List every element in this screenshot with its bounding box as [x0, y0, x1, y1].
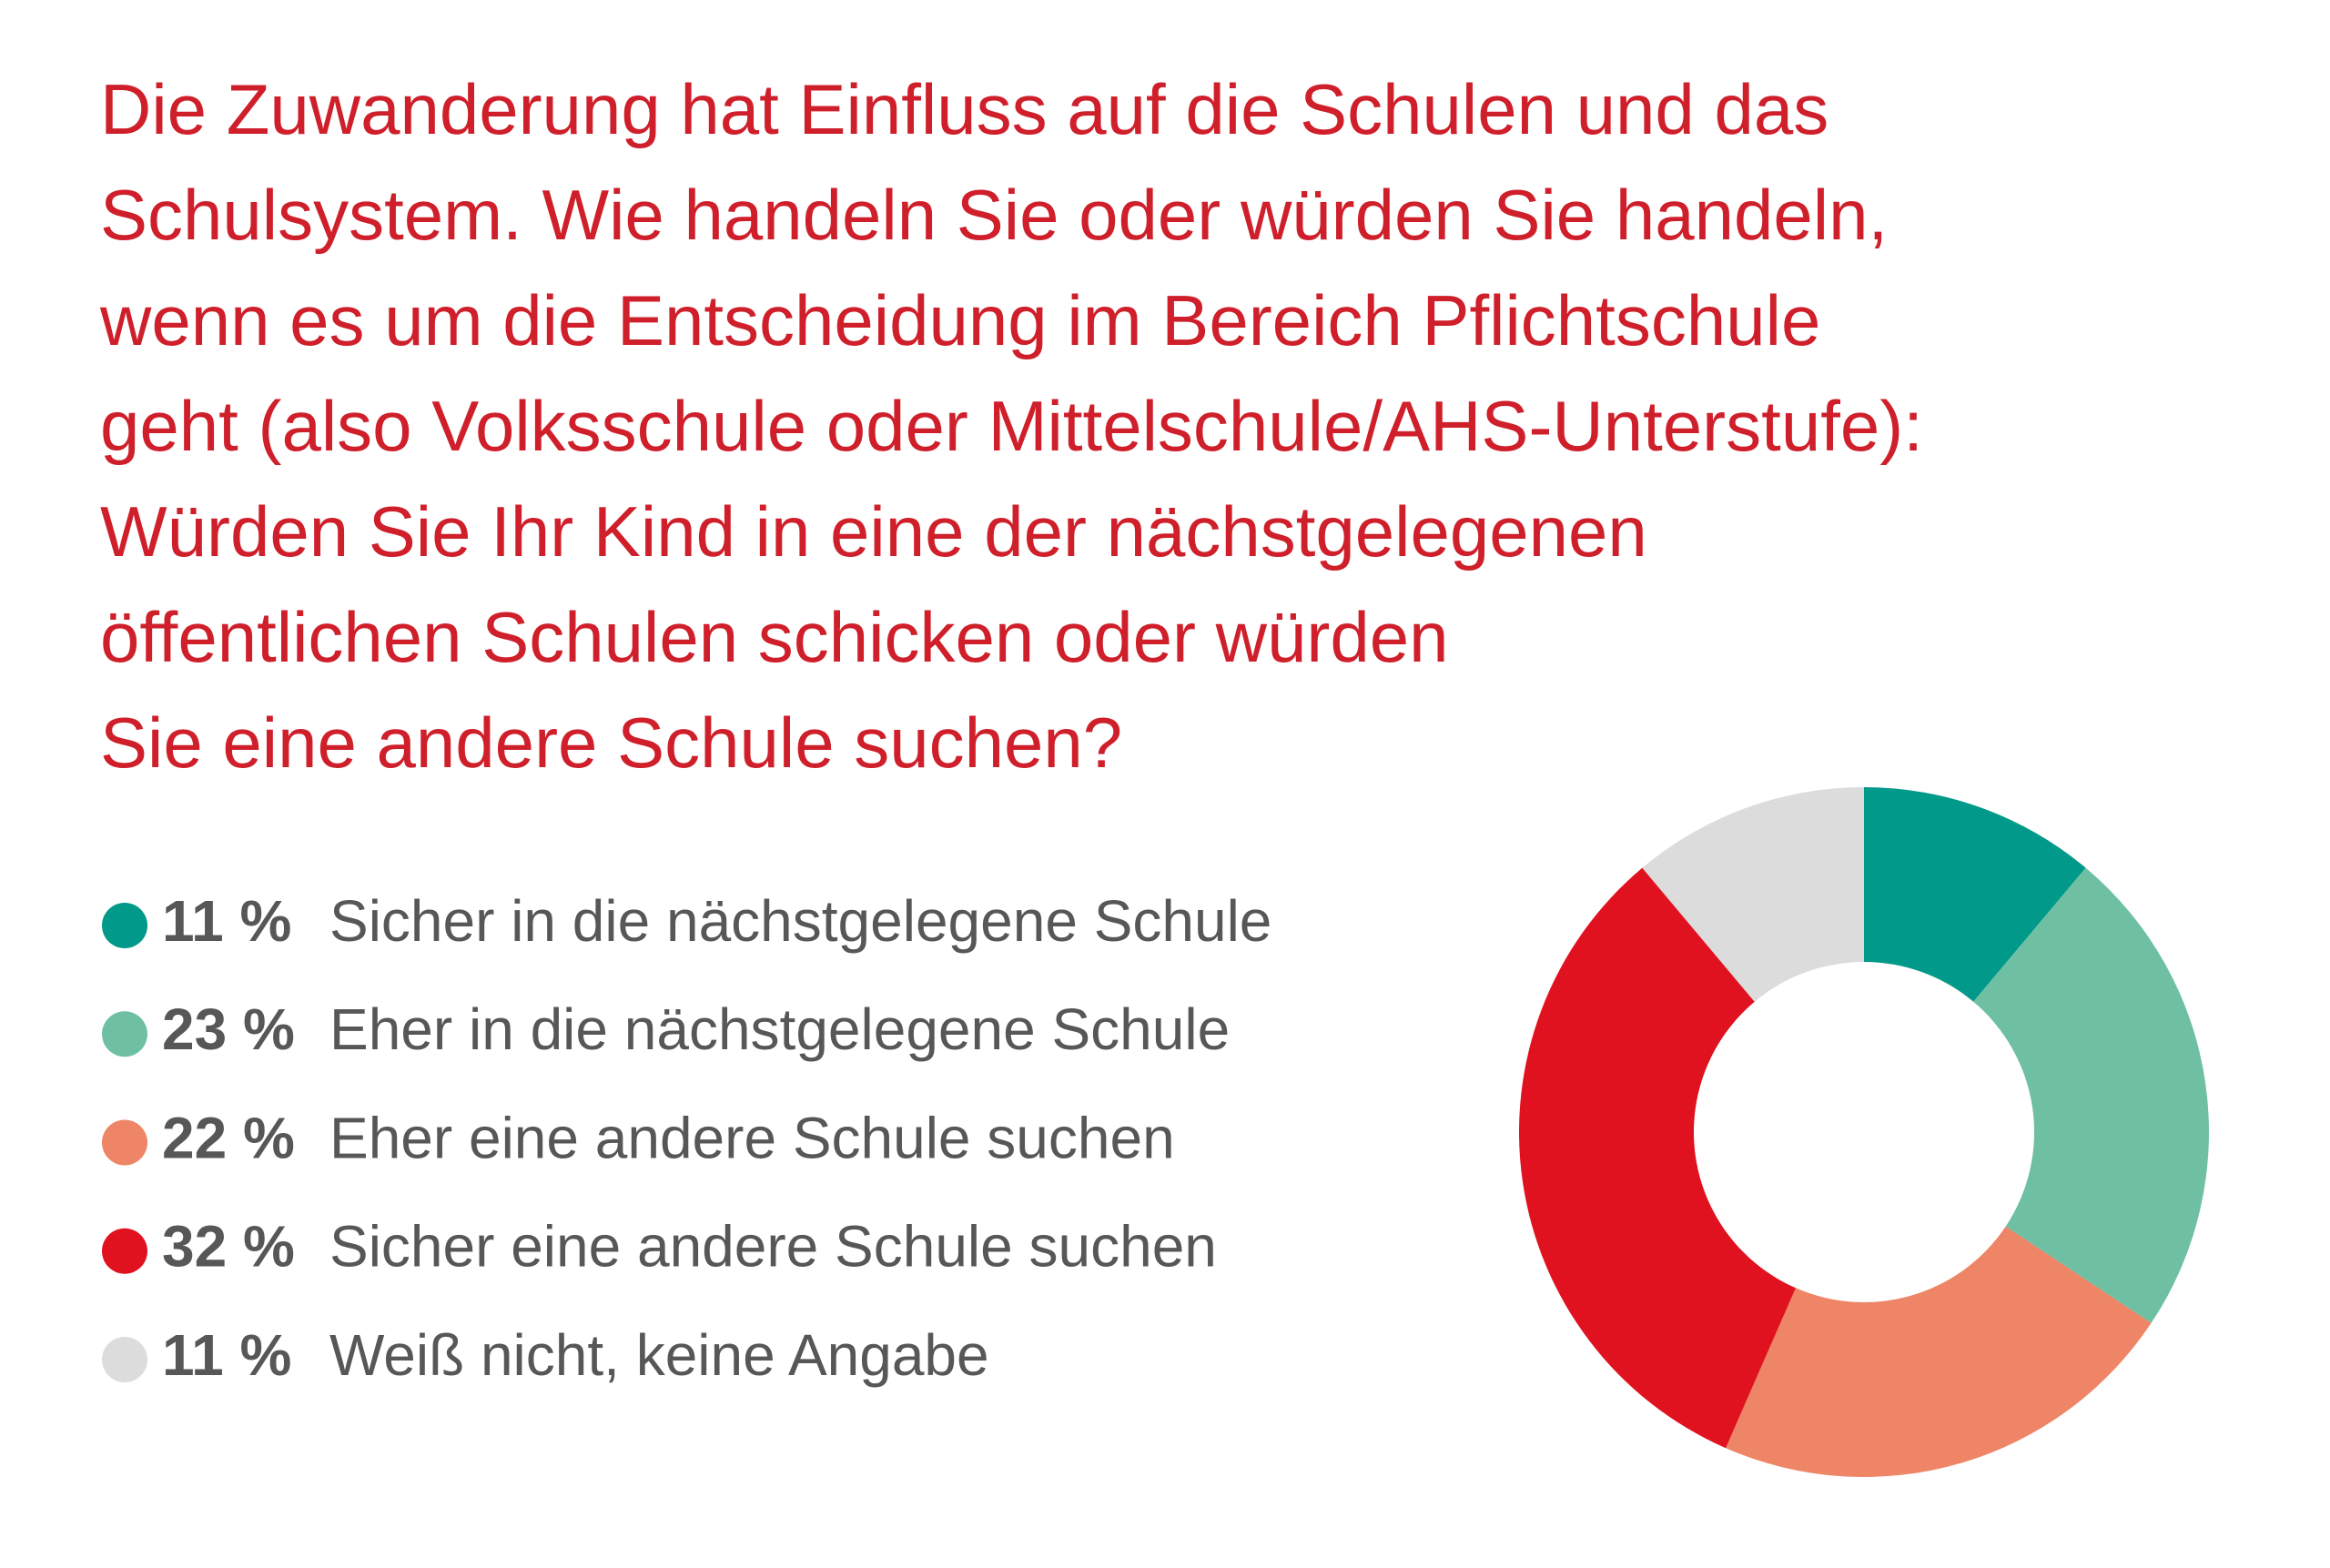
- legend-label: Weiß nicht, keine Angabe: [329, 1322, 989, 1388]
- legend-value: 11 %: [162, 1322, 291, 1388]
- legend-label: Sicher in die nächstgelegene Schule: [329, 888, 1271, 954]
- legend-marker: [102, 1337, 147, 1382]
- donut-slice: [1973, 867, 2209, 1323]
- legend-marker: [102, 1011, 147, 1057]
- donut-slice: [1519, 867, 1797, 1449]
- legend-value: 23 %: [162, 996, 295, 1062]
- donut-slice: [1864, 787, 2086, 1002]
- legend-label: Eher in die nächstgelegene Schule: [329, 996, 1230, 1062]
- donut-slice: [1642, 787, 1864, 1002]
- legend-value: 11 %: [162, 888, 291, 954]
- chart-title: Die Zuwanderung hat Einfluss auf die Sch…: [100, 69, 1923, 783]
- legend-value: 32 %: [162, 1214, 295, 1280]
- donut-slice: [1726, 1226, 2152, 1477]
- legend-marker: [102, 903, 147, 948]
- legend-value: 22 %: [162, 1105, 295, 1170]
- legend-label: Eher eine andere Schule suchen: [329, 1105, 1175, 1170]
- legend-label: Sicher eine andere Schule suchen: [329, 1214, 1217, 1280]
- legend-marker: [102, 1119, 147, 1166]
- legend-marker: [102, 1228, 147, 1274]
